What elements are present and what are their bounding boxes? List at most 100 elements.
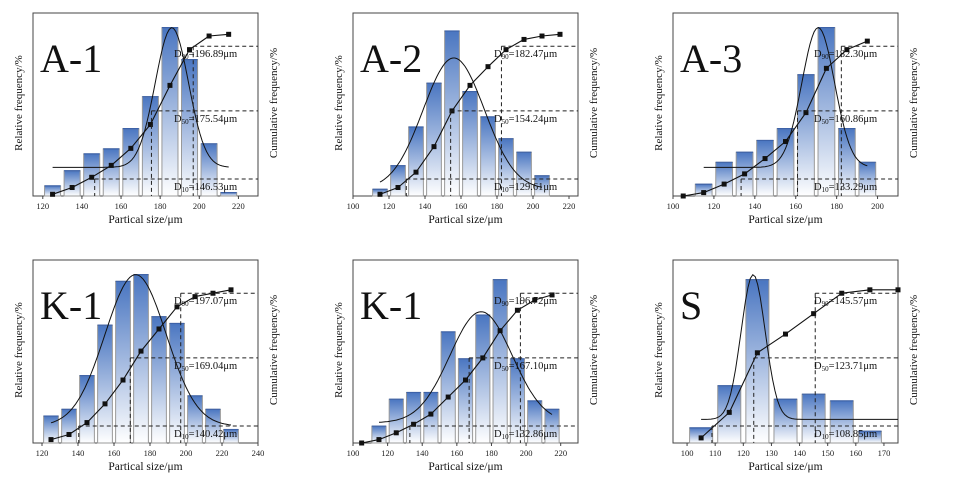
d10-label: D10=108.85μm xyxy=(814,429,877,441)
cumulative-point xyxy=(701,190,707,196)
d90-symbol: D xyxy=(494,296,502,308)
cumulative-point xyxy=(156,326,162,332)
cumulative-curve xyxy=(52,33,229,195)
chart-svg: 100 110 120 130 140 150 160 170 xyxy=(672,259,901,458)
x-tick-label: 140 xyxy=(416,448,429,458)
histogram-bar xyxy=(115,280,131,444)
cumulative-point xyxy=(754,350,760,356)
x-axis-label: Partical size/μm xyxy=(748,214,823,226)
d50-symbol: D xyxy=(814,113,822,125)
x-tick-label: 220 xyxy=(232,201,245,211)
d50-symbol: D xyxy=(494,360,502,372)
cumulative-point xyxy=(698,435,704,441)
d50-value: =154.24μm xyxy=(508,113,558,125)
d50-subscript: 50 xyxy=(501,364,509,373)
right-axis-label: Cumulative frequency/% xyxy=(588,294,600,405)
cumulative-point xyxy=(69,184,75,190)
x-tick-label: 180 xyxy=(491,201,504,211)
cumulative-point xyxy=(549,292,555,298)
left-axis-label: Relative frequency/% xyxy=(653,54,665,151)
d10-subscript: 10 xyxy=(501,185,509,194)
x-tick-label: 180 xyxy=(830,201,843,211)
cumulative-point xyxy=(811,311,817,317)
d50-value: =123.71μm xyxy=(828,360,878,372)
x-tick-label: 120 xyxy=(36,201,49,211)
d10-value: =108.85μm xyxy=(828,428,878,440)
cumulative-point xyxy=(228,287,234,293)
d90-value: =145.57μm xyxy=(828,296,878,308)
x-tick-label: 160 xyxy=(450,448,463,458)
x-tick-label: 120 xyxy=(737,448,750,458)
cumulative-point xyxy=(463,377,468,383)
cumulative-point xyxy=(480,355,486,361)
cumulative-point xyxy=(680,193,686,199)
x-tick-label: 200 xyxy=(193,201,206,211)
cumulative-point xyxy=(206,33,212,39)
x-tick-label: 140 xyxy=(76,201,89,211)
right-axis-label: Cumulative frequency/% xyxy=(588,47,600,158)
d50-symbol: D xyxy=(174,360,182,372)
cumulative-point xyxy=(503,47,509,53)
d90-label: D90=145.57μm xyxy=(814,296,877,308)
d50-value: =175.54μm xyxy=(188,113,238,125)
histogram-bar xyxy=(756,139,774,197)
x-tick-label: 220 xyxy=(563,201,576,211)
x-axis-label: Partical size/μm xyxy=(748,461,823,473)
cumulative-point xyxy=(521,36,527,42)
d90-symbol: D xyxy=(494,49,502,61)
histogram-bar xyxy=(122,128,140,197)
x-axis-label: Partical size/μm xyxy=(108,461,183,473)
cumulative-point xyxy=(84,420,90,426)
d50-label: D50=160.86μm xyxy=(814,114,877,126)
x-tick-label: 220 xyxy=(216,448,229,458)
histogram-bar xyxy=(776,128,795,197)
x-tick-label: 160 xyxy=(849,448,862,458)
normal-fit-curve xyxy=(379,57,543,188)
d50-label: D50=175.54μm xyxy=(174,114,237,126)
x-tick-label: 140 xyxy=(419,201,432,211)
d90-subscript: 90 xyxy=(821,300,829,309)
x-tick-label: 170 xyxy=(878,448,891,458)
cumulative-point xyxy=(431,144,437,150)
d50-subscript: 50 xyxy=(821,117,829,126)
d50-subscript: 50 xyxy=(501,117,509,126)
cumulative-point xyxy=(147,122,153,128)
chart-panel-s: 100 110 120 130 140 150 160 170 S Relative freque… xyxy=(640,247,955,493)
d10-symbol: D xyxy=(494,428,502,440)
cumulative-point xyxy=(803,110,809,116)
d90-label: D90=197.07μm xyxy=(174,296,237,308)
histogram-bar xyxy=(169,322,185,444)
chart-panel-a-3: 100 120 140 160 180 200 A-3 Relative frequency/… xyxy=(640,0,955,246)
cumulative-point xyxy=(514,307,520,313)
histogram-bar xyxy=(181,59,199,197)
cumulative-point xyxy=(867,287,873,293)
chart-panel-a-1: 120 140 160 180 200 220 A-1 Relative frequency/… xyxy=(0,0,318,246)
cumulative-point xyxy=(138,348,144,354)
x-tick-label: 200 xyxy=(180,448,193,458)
d10-subscript: 10 xyxy=(821,185,829,194)
panel-title: A-2 xyxy=(360,36,423,81)
normal-fit-curve xyxy=(701,273,898,420)
x-tick-label: 180 xyxy=(154,201,167,211)
cumulative-point xyxy=(226,31,232,37)
x-tick-label: 160 xyxy=(455,201,468,211)
x-tick-label: 240 xyxy=(252,448,265,458)
d50-value: =160.86μm xyxy=(828,113,878,125)
x-tick-label: 200 xyxy=(871,201,884,211)
cumulative-point xyxy=(467,82,473,88)
normal-fit-curve xyxy=(52,27,229,168)
d50-subscript: 50 xyxy=(181,117,189,126)
x-tick-label: 150 xyxy=(821,448,834,458)
chart-panel-k-1: 120 140 160 180 200 220 240 K-1 Relative frequen… xyxy=(0,247,318,493)
histogram-bar xyxy=(773,398,798,444)
d10-value: =140.42μm xyxy=(188,428,238,440)
d90-subscript: 90 xyxy=(181,53,189,62)
cumulative-point xyxy=(411,421,417,427)
d90-subscript: 90 xyxy=(501,300,509,309)
x-tick-label: 200 xyxy=(527,201,540,211)
left-axis-label: Relative frequency/% xyxy=(333,301,345,398)
panel-title: A-3 xyxy=(680,36,743,81)
x-tick-label: 120 xyxy=(708,201,721,211)
cumulative-point xyxy=(66,431,72,437)
d90-subscript: 90 xyxy=(181,300,189,309)
